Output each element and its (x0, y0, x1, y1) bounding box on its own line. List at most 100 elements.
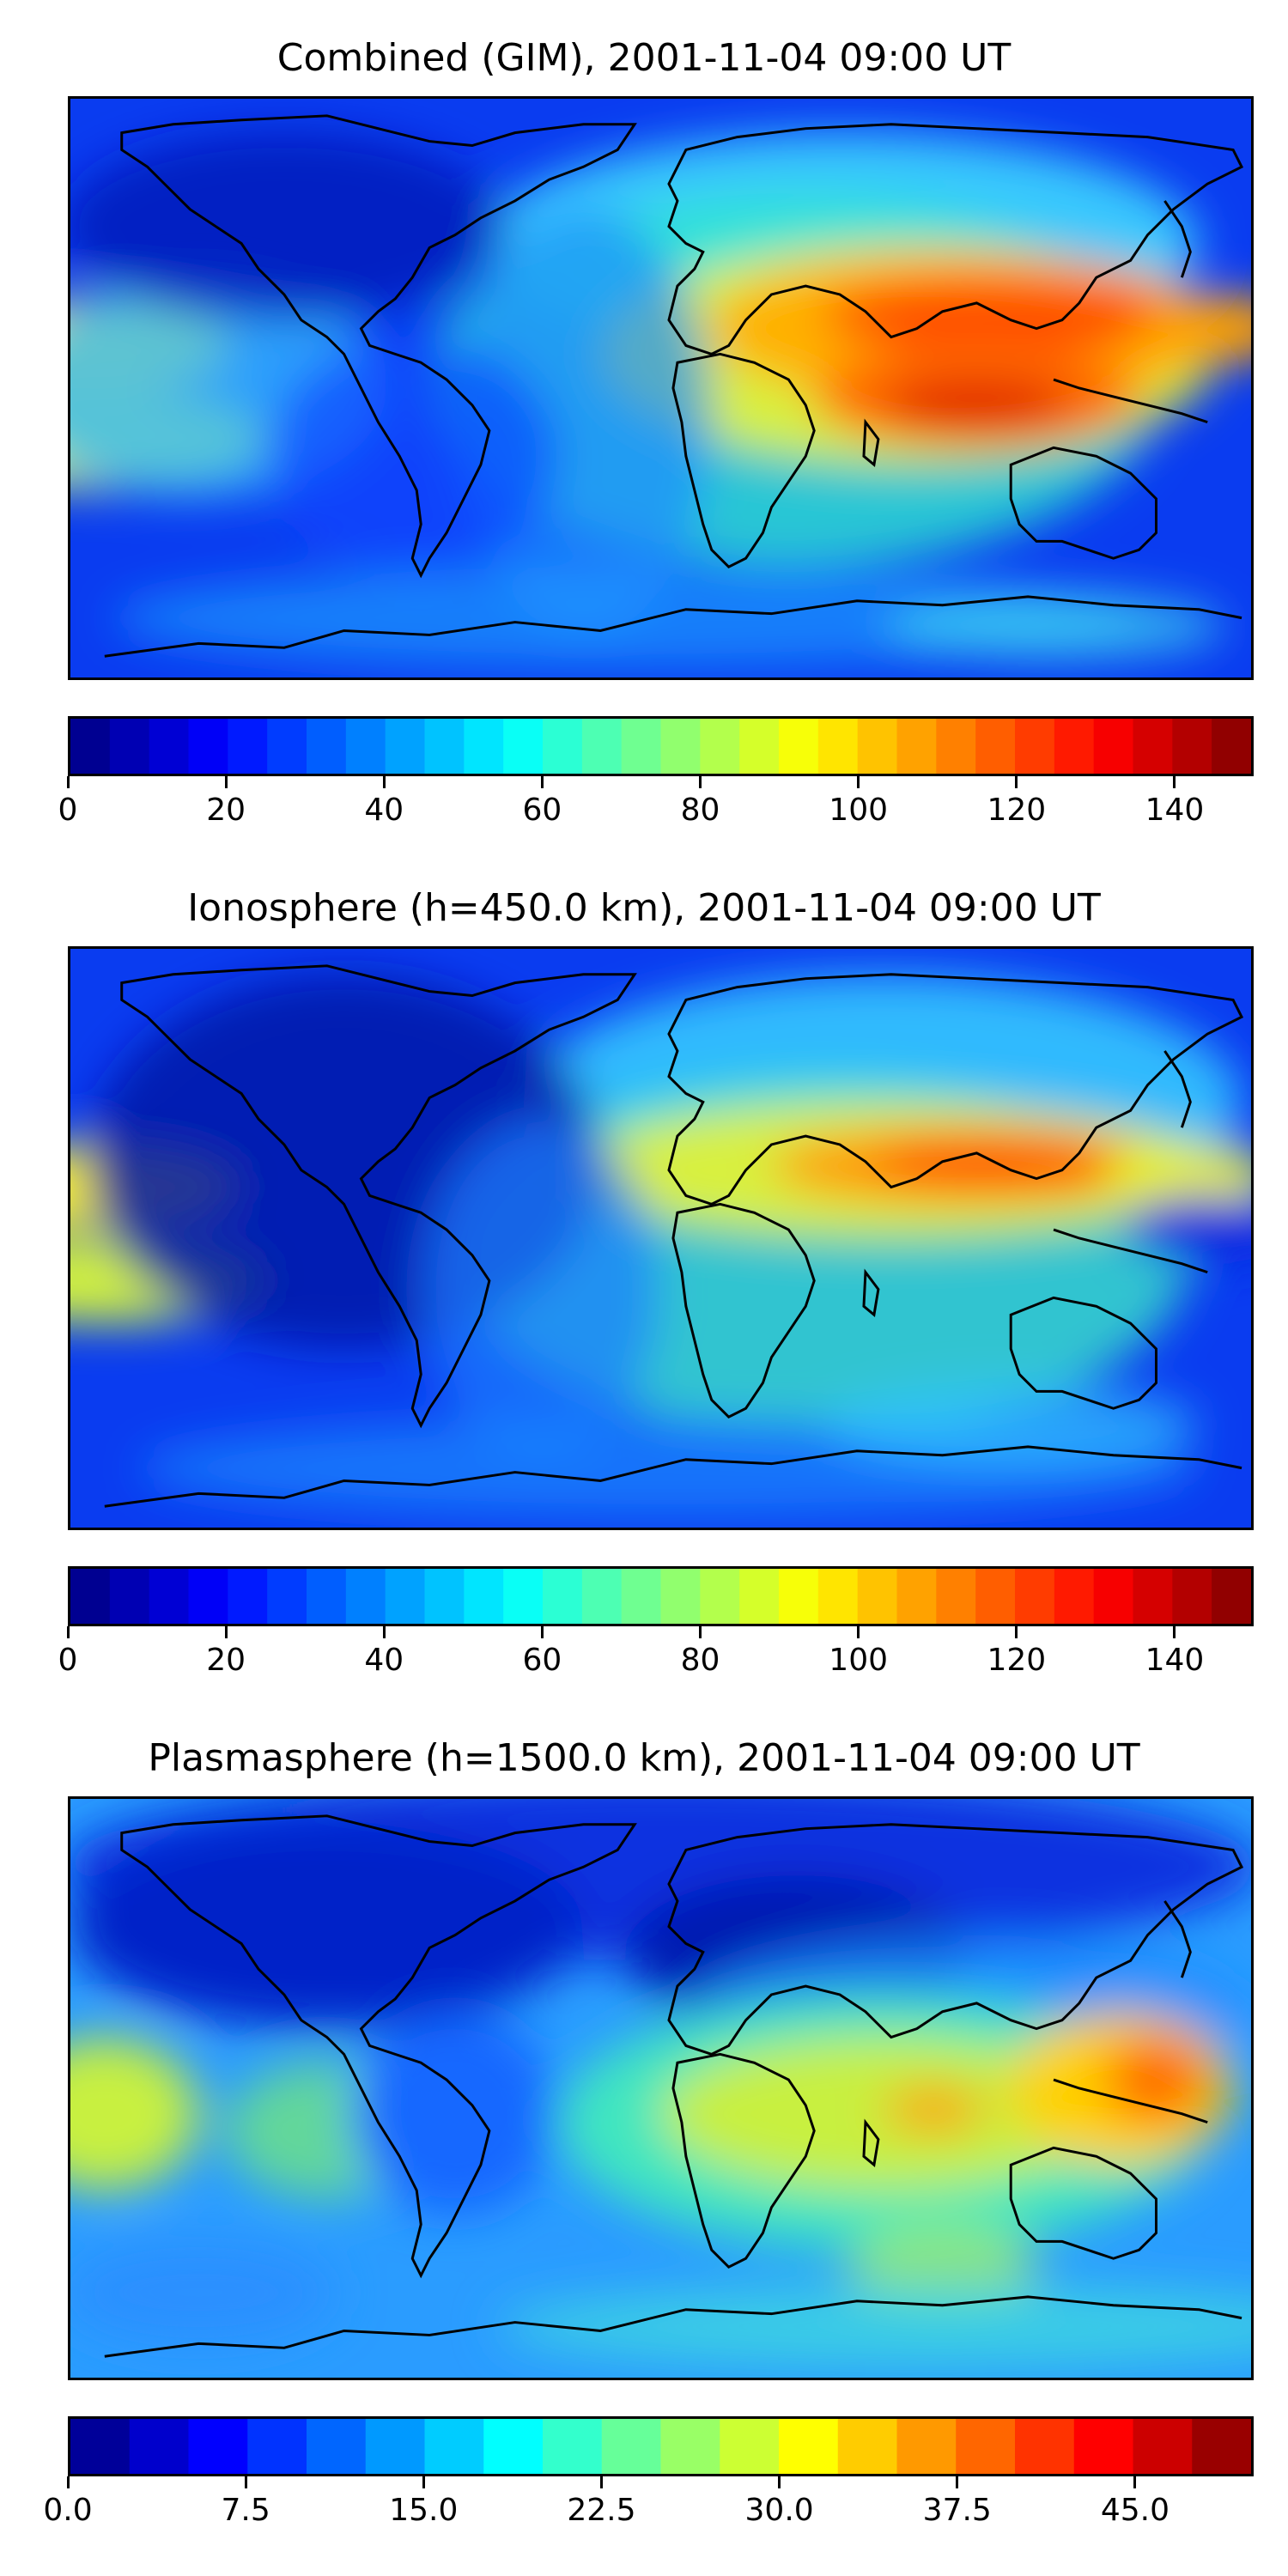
colorbar-tick (1173, 1626, 1176, 1638)
colorbar-segment (365, 2419, 426, 2474)
colorbar-tick-label: 40 (364, 793, 404, 828)
colorbar-tick-label: 15.0 (389, 2493, 459, 2528)
colorbar-segment (1192, 2419, 1251, 2474)
colorbar-tick-label: 0.0 (43, 2493, 93, 2528)
colorbar-tick-label: 22.5 (567, 2493, 636, 2528)
colorbar-segment (936, 1569, 976, 1624)
colorbar-tick-label: 100 (829, 793, 889, 828)
colorbar-tick (857, 776, 860, 788)
colorbar-tick (540, 776, 544, 788)
panel-3-colorbar (68, 2416, 1254, 2476)
colorbar-segment (267, 719, 307, 774)
colorbar-tick-label: 100 (829, 1643, 889, 1678)
colorbar-segment (149, 719, 190, 774)
colorbar-segment (70, 719, 111, 774)
colorbar-segment (621, 1569, 662, 1624)
colorbar-segment (1133, 719, 1174, 774)
colorbar-tick-label: 7.5 (221, 2493, 270, 2528)
colorbar-segment (1172, 719, 1212, 774)
colorbar-tick-label: 120 (987, 793, 1047, 828)
colorbar-segment (1015, 719, 1055, 774)
colorbar-segment (70, 1569, 111, 1624)
colorbar-segment (601, 2419, 662, 2474)
colorbar-segment (188, 2419, 249, 2474)
colorbar-segment (581, 719, 623, 774)
colorbar-segment (188, 1569, 229, 1624)
colorbar-tick (224, 776, 228, 788)
colorbar-segment (503, 1569, 544, 1624)
colorbar-tick-label: 60 (522, 1643, 562, 1678)
colorbar-segment (896, 2419, 957, 2474)
colorbar-segment (307, 1569, 347, 1624)
colorbar-segment (109, 719, 150, 774)
colorbar-tick-label: 80 (680, 1643, 720, 1678)
colorbar-segment (581, 1569, 623, 1624)
colorbar-tick-label: 20 (206, 1643, 246, 1678)
colorbar-segment (700, 719, 740, 774)
colorbar-tick-label: 0 (58, 1643, 78, 1678)
colorbar-tick (1015, 776, 1018, 788)
colorbar-tick (1173, 776, 1176, 788)
colorbar-segment (779, 2419, 839, 2474)
colorbar-segment (228, 719, 268, 774)
colorbar-segment (1093, 1569, 1134, 1624)
colorbar-segment (621, 719, 662, 774)
colorbar-tick (956, 2476, 959, 2488)
colorbar-segment (345, 719, 386, 774)
colorbar-tick (778, 2476, 781, 2488)
colorbar-segment (70, 2419, 131, 2474)
panel-2-colorbar (68, 1566, 1254, 1626)
colorbar-tick (422, 2476, 425, 2488)
colorbar-segment (1015, 2419, 1075, 2474)
colorbar-tick-label: 45.0 (1100, 2493, 1170, 2528)
colorbar-segment (1212, 1569, 1251, 1624)
colorbar-segment (817, 719, 859, 774)
colorbar-tick (244, 2476, 247, 2488)
colorbar-segment (660, 2419, 721, 2474)
panel-1-title: Combined (GIM), 2001-11-04 09:00 UT (276, 36, 1012, 80)
panel-1-map (68, 96, 1254, 680)
colorbar-segment (483, 2419, 544, 2474)
coastlines (104, 114, 1244, 658)
colorbar-segment (228, 1569, 268, 1624)
colorbar-tick (66, 2476, 70, 2488)
colorbar-tick-label: 80 (680, 793, 720, 828)
colorbar-segment (837, 2419, 898, 2474)
colorbar-tick (699, 1626, 702, 1638)
colorbar-segment (779, 1569, 819, 1624)
coastlines (104, 964, 1244, 1508)
colorbar-tick (1015, 1626, 1018, 1638)
colorbar-tick (66, 1626, 70, 1638)
colorbar-tick-label: 140 (1145, 1643, 1205, 1678)
colorbar-segment (975, 1569, 1016, 1624)
colorbar-segment (464, 1569, 504, 1624)
colorbar-segment (896, 719, 938, 774)
colorbar-segment (1015, 1569, 1055, 1624)
colorbar-tick (540, 1626, 544, 1638)
colorbar-segment (975, 719, 1016, 774)
colorbar-segment (424, 719, 465, 774)
panel-3-title: Plasmasphere (h=1500.0 km), 2001-11-04 0… (148, 1736, 1140, 1780)
colorbar-tick-label: 0 (58, 793, 78, 828)
colorbar-segment (1133, 1569, 1174, 1624)
colorbar-segment (700, 1569, 740, 1624)
colorbar-tick (699, 776, 702, 788)
colorbar-segment (956, 2419, 1016, 2474)
colorbar-segment (267, 1569, 307, 1624)
colorbar-tick-label: 30.0 (744, 2493, 814, 2528)
colorbar-tick (857, 1626, 860, 1638)
colorbar-segment (1212, 719, 1251, 774)
colorbar-segment (1172, 1569, 1212, 1624)
colorbar-tick-label: 60 (522, 793, 562, 828)
colorbar-segment (307, 719, 347, 774)
colorbar-tick (66, 776, 70, 788)
colorbar-segment (543, 2419, 603, 2474)
colorbar-segment (720, 2419, 780, 2474)
colorbar-segment (936, 719, 976, 774)
colorbar-segment (385, 719, 426, 774)
colorbar-tick-label: 140 (1145, 793, 1205, 828)
coastlines (104, 1814, 1244, 2358)
colorbar-segment (129, 2419, 190, 2474)
colorbar-tick (382, 776, 386, 788)
colorbar-segment (1093, 719, 1134, 774)
